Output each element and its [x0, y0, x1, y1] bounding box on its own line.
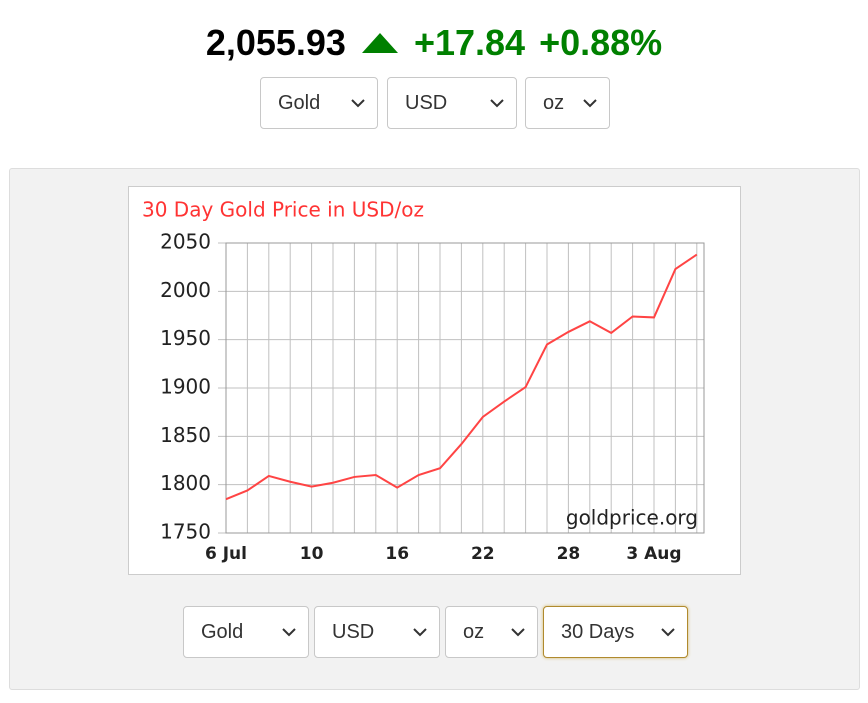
price: 2,055.93: [205, 22, 346, 63]
x-tick-label: 3 Aug: [626, 544, 681, 564]
select-text: USD: [405, 91, 448, 114]
chart: 30 Day Gold Price in USD/oz 6 Jul 10 16 22 2…: [142, 198, 705, 564]
select-text: USD: [332, 620, 375, 643]
watermark: goldprice.org: [566, 506, 698, 530]
y-tick-label: 1950: [160, 326, 211, 350]
y-tick-label: 1850: [160, 423, 211, 447]
x-tick-label: 10: [300, 544, 324, 564]
metal-select[interactable]: Gold: [183, 606, 309, 658]
select-text: Gold: [201, 620, 244, 643]
chevron: [511, 628, 525, 637]
change: +17.84: [413, 22, 526, 63]
chevron-line: [583, 99, 597, 108]
x-tick-label: 6 Jul: [205, 544, 247, 564]
plot-border: [225, 242, 705, 534]
chevron: [282, 628, 296, 637]
y-tick-label: 2050: [160, 230, 211, 254]
y-tick-label: 1750: [160, 520, 211, 544]
price-line: [225, 253, 698, 501]
metal-select[interactable]: Gold: [260, 77, 378, 129]
x-tick-label: 22: [471, 544, 495, 564]
chevron-line: [511, 628, 525, 637]
price-header: 2,055.93 +17.84 +0.88%: [0, 22, 868, 64]
currency-select[interactable]: USD: [314, 606, 440, 658]
select-text: 30 Days: [561, 620, 635, 643]
chevron: [413, 628, 427, 637]
currency-select[interactable]: USD: [387, 77, 517, 129]
unit-select[interactable]: oz: [525, 77, 610, 129]
change-percent: +0.88%: [539, 22, 663, 63]
chart-title: 30 Day Gold Price in USD/oz: [142, 198, 424, 222]
chevron-line: [413, 628, 427, 637]
x-tick-label: 28: [557, 544, 581, 564]
chart-box: 30 Day Gold Price in USD/oz 6 Jul 10 16 22 2…: [128, 186, 741, 575]
chevron-line: [661, 628, 675, 637]
chevron: [490, 99, 504, 108]
period-select[interactable]: 30 Days: [543, 606, 688, 658]
y-tick-label: 1900: [160, 375, 211, 399]
x-tick-label: 16: [385, 544, 409, 564]
chevron: [351, 99, 365, 108]
chevron: [661, 628, 675, 637]
select-text: oz: [543, 91, 565, 114]
select-text: Gold: [278, 91, 321, 114]
unit-select[interactable]: oz: [445, 606, 538, 658]
chevron-line: [351, 99, 365, 108]
y-tick-label: 2000: [160, 278, 211, 302]
up-arrow: [361, 33, 398, 53]
chevron-line: [282, 628, 296, 637]
y-tick-label: 1800: [160, 471, 211, 495]
chevron-line: [490, 99, 504, 108]
chevron: [583, 99, 597, 108]
select-text: oz: [463, 620, 485, 643]
